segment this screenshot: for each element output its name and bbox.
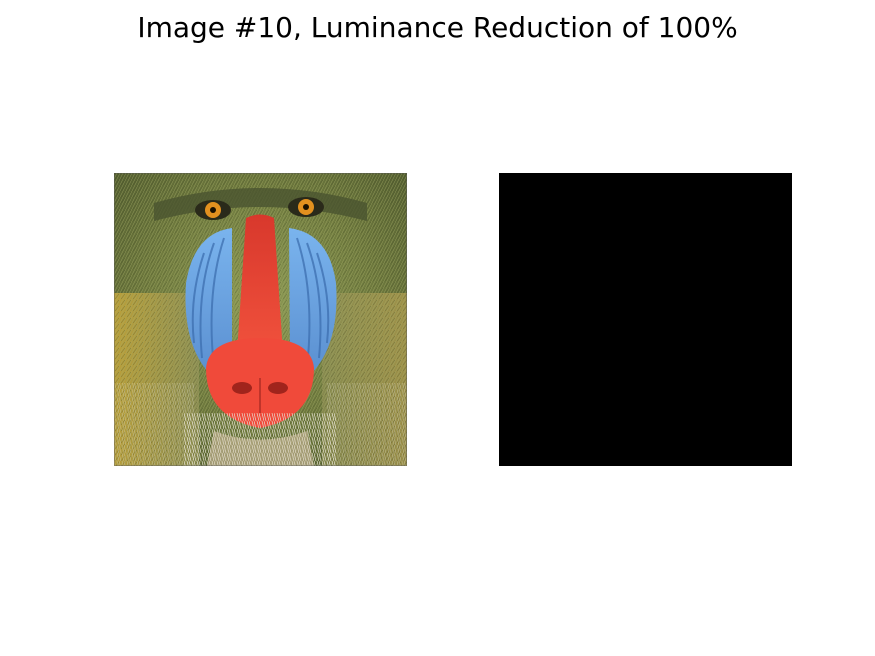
luminance-reduced-image-panel [499,173,792,466]
mandrill-image [114,173,407,466]
original-image-panel [114,173,407,466]
black-image [499,173,792,466]
figure-title: Image #10, Luminance Reduction of 100% [137,11,738,44]
